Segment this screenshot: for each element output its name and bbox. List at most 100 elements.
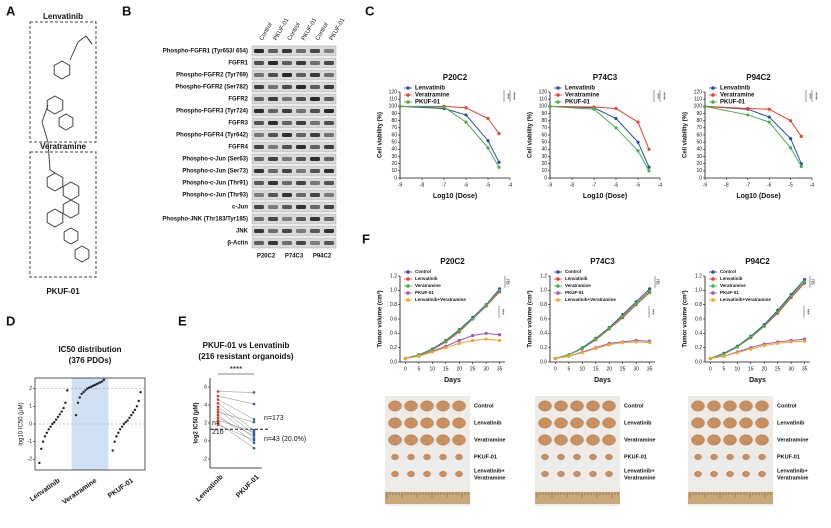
tumor	[605, 454, 613, 461]
x-tick-label: PKUF-01	[107, 477, 135, 500]
data-point	[464, 113, 468, 117]
ruler	[688, 492, 773, 504]
blot-strip	[251, 237, 337, 249]
data-point	[471, 333, 475, 338]
tumor	[554, 400, 568, 412]
x-axis-label: Days	[594, 377, 611, 384]
data-point	[403, 356, 407, 361]
tumor	[589, 454, 597, 461]
tumor	[710, 454, 718, 461]
tumor	[739, 434, 753, 446]
tumor	[423, 471, 431, 478]
tumor	[420, 417, 434, 429]
highlight-band	[71, 378, 109, 470]
band	[268, 145, 278, 149]
band	[254, 85, 264, 89]
ring	[58, 113, 74, 131]
band	[254, 241, 264, 245]
photo-row-label: Control	[777, 403, 797, 409]
tumor	[739, 400, 753, 412]
band	[254, 61, 264, 65]
tumor	[739, 417, 753, 429]
tumor	[758, 471, 766, 478]
x-tick-label: 20	[606, 366, 612, 372]
pair-line	[217, 414, 255, 443]
band	[296, 193, 306, 197]
x-tick-label: 5	[567, 366, 570, 372]
data-point	[82, 390, 85, 394]
chart-title: P94C2	[746, 73, 771, 82]
x-axis-label: Log10 (Dose)	[433, 193, 477, 200]
data-point	[58, 413, 62, 416]
data-point	[45, 431, 49, 435]
structure	[41, 35, 93, 263]
band	[254, 145, 264, 149]
significance: ***	[649, 309, 655, 315]
x-tick-label: 5	[722, 366, 725, 372]
data-point	[803, 339, 807, 343]
chart-title: P94C2	[745, 257, 770, 266]
x-tick-label: 30	[483, 366, 489, 372]
data-point	[130, 413, 133, 417]
tumor	[755, 417, 769, 429]
y-tick-label: 4	[204, 402, 207, 408]
y-tick-label: 0.0	[695, 359, 702, 365]
row-label: JNK	[236, 229, 249, 235]
legend-label: Lenvatinib	[415, 276, 438, 281]
y-tick-label: 0.8	[390, 302, 397, 308]
tumor	[554, 417, 568, 429]
ring	[53, 60, 71, 80]
band	[296, 229, 306, 233]
ring	[74, 245, 90, 263]
data-point	[594, 346, 598, 350]
band	[310, 181, 320, 185]
legend-label: Lenvatinib	[720, 276, 743, 281]
x-tick-label: 10	[580, 366, 586, 372]
tumor	[726, 471, 734, 478]
data-point	[789, 146, 793, 150]
x-tick-label: 15	[443, 366, 449, 372]
band	[324, 97, 334, 101]
data-point	[548, 104, 552, 108]
data-point	[776, 341, 780, 345]
band	[282, 229, 292, 233]
legend-label: PKUF-01	[720, 100, 746, 106]
x-tick-label: -9	[398, 182, 403, 188]
band	[324, 85, 334, 89]
data-point	[484, 331, 488, 335]
data-point	[64, 401, 67, 404]
photo-row-label: Veratramine	[474, 437, 506, 443]
y-tick-label: 100	[389, 104, 398, 110]
chart-title: P20C2	[440, 257, 465, 266]
y-tick-label: 0	[394, 175, 397, 181]
data-point	[486, 146, 490, 150]
x-tick-label: Lenvatinib	[29, 477, 62, 503]
ruler	[535, 492, 620, 504]
data-point	[120, 425, 124, 428]
data-point	[252, 446, 256, 450]
series-line	[549, 105, 650, 168]
ring	[63, 227, 79, 245]
y-tick-label: 0	[204, 438, 207, 444]
y-tick-label: 110	[389, 96, 397, 102]
data-point	[430, 350, 434, 354]
bond	[49, 169, 56, 174]
y-tick-label: 0.4	[695, 331, 702, 337]
group-label: P94C2	[313, 254, 332, 260]
ring	[46, 208, 64, 228]
blot-strip	[251, 81, 337, 93]
y-axis-label: Cell viability (%)	[683, 112, 689, 158]
x-tick-label: -9	[703, 182, 708, 188]
band	[268, 193, 278, 197]
x-tick-label: 30	[788, 366, 794, 372]
band	[268, 157, 278, 161]
x-tick-label: -4	[658, 182, 663, 188]
data-point	[746, 113, 750, 117]
band	[324, 157, 334, 161]
band	[310, 205, 320, 209]
tumor	[404, 434, 418, 446]
tumor	[452, 417, 466, 429]
row-label: FGFR2	[228, 97, 248, 103]
band	[282, 193, 292, 197]
row-label: Phospho-FGFR2 (Ser782)	[175, 85, 248, 91]
